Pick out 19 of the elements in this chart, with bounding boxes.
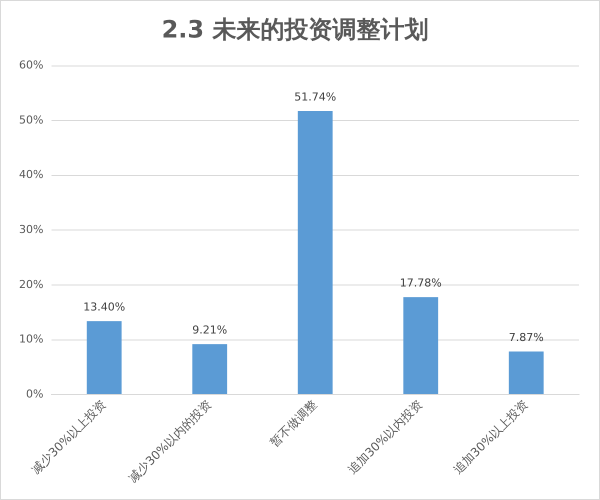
bar: [86, 321, 122, 394]
y-tick-label: 30%: [18, 223, 44, 236]
x-tick-label: 暂不做调整: [267, 397, 320, 450]
y-tick-label: 40%: [18, 168, 44, 182]
data-label: 7.87%: [508, 330, 544, 344]
chart-title: 2.3 未来的投资调整计划: [162, 16, 428, 44]
bar: [192, 344, 228, 394]
data-label: 9.21%: [192, 323, 228, 336]
bar: [508, 351, 544, 394]
y-tick-label: 0%: [26, 387, 44, 400]
bar: [298, 111, 333, 394]
data-label: 13.40%: [83, 300, 126, 314]
y-tick-label: 50%: [18, 113, 44, 126]
bar: [403, 297, 438, 394]
y-tick-label: 60%: [18, 58, 44, 72]
y-tick-label: 10%: [18, 332, 44, 346]
data-label: 17.78%: [400, 276, 442, 290]
data-label: 51.74%: [294, 90, 336, 104]
y-tick-label: 20%: [18, 278, 44, 291]
